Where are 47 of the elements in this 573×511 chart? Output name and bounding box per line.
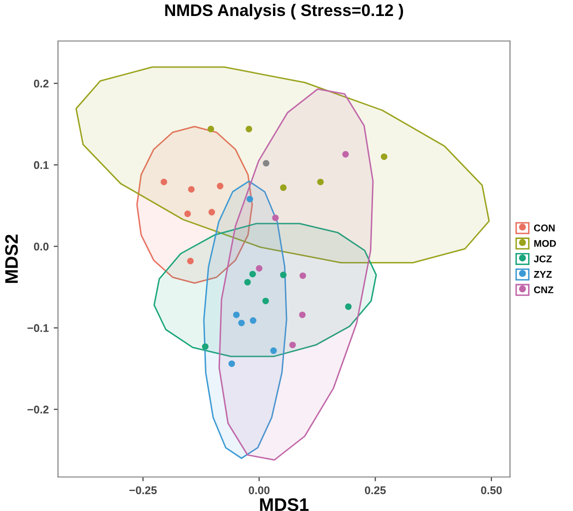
point (202, 343, 209, 350)
y-tick-label: −0.2 (28, 406, 49, 414)
legend-label: JCZ (534, 255, 552, 262)
point (272, 214, 279, 222)
point (317, 178, 324, 186)
point (280, 272, 287, 278)
point (256, 265, 262, 272)
point (342, 151, 349, 158)
point (216, 182, 224, 190)
point (345, 303, 352, 310)
x-tick-label: −0.25 (129, 486, 157, 494)
point (280, 184, 287, 191)
x-axis-title: MDS1 (260, 498, 309, 511)
legend-label: CON (534, 224, 555, 232)
chart-title: NMDS Analysis ( Stress=0.12 ) (165, 4, 404, 20)
point (262, 160, 270, 166)
point (289, 342, 296, 348)
y-tick-label: 0.1 (34, 161, 49, 170)
y-tick-label: 0.2 (34, 80, 49, 88)
point (187, 258, 194, 264)
y-axis-title: MDS2 (5, 234, 18, 283)
point (208, 126, 214, 132)
legend-label: MOD (534, 240, 556, 247)
y-tick-label: 0.0 (34, 242, 49, 251)
point (184, 210, 191, 218)
point (250, 317, 256, 324)
y-tick-label: −0.1 (28, 324, 49, 332)
point (244, 278, 251, 286)
point (188, 186, 195, 193)
point (270, 347, 277, 354)
point (380, 153, 388, 160)
point (262, 298, 269, 304)
point (246, 196, 254, 202)
point (238, 320, 245, 326)
x-tick-label: 0.25 (364, 486, 386, 494)
x-tick-label: 0.00 (248, 486, 270, 494)
legend-label: CNZ (534, 286, 554, 294)
point (299, 312, 306, 318)
point (233, 312, 240, 318)
point (228, 360, 235, 367)
point (249, 270, 256, 278)
point (300, 272, 306, 279)
x-tick-label: 0.50 (481, 486, 502, 494)
point (246, 126, 252, 132)
point (208, 208, 216, 216)
point (160, 178, 168, 186)
legend-label: ZYZ (534, 271, 552, 278)
